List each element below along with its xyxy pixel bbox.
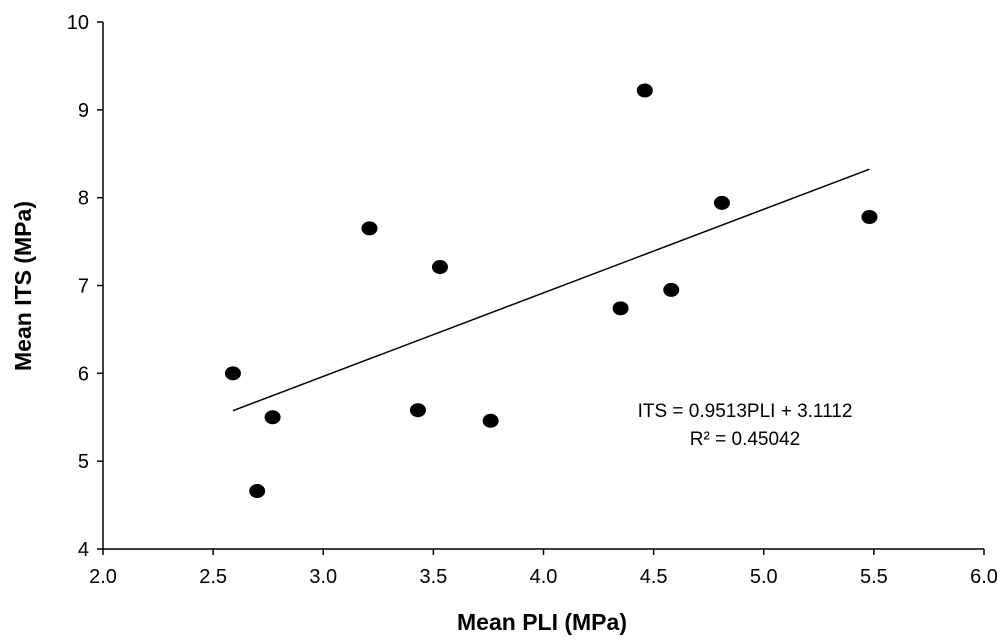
data-point: [249, 484, 266, 499]
y-tick-label: 9: [78, 100, 89, 122]
x-tick-label: 4.5: [640, 566, 668, 588]
data-point: [361, 221, 378, 236]
axes: [97, 21, 985, 555]
data-point: [713, 195, 730, 210]
x-axis-title: Mean PLI (MPa): [457, 609, 627, 635]
data-point: [636, 83, 653, 98]
r-squared-label: R² = 0.45042: [690, 429, 800, 450]
x-tick-label: 3.5: [419, 566, 447, 588]
x-tick-label: 2.0: [89, 566, 117, 588]
data-point: [861, 209, 878, 224]
y-tick-label: 8: [78, 188, 89, 210]
y-tick-label: 6: [78, 363, 89, 385]
data-point: [612, 301, 629, 316]
data-points: [224, 83, 878, 499]
y-tick-label: 7: [78, 276, 89, 298]
data-point: [409, 403, 426, 418]
x-tick-label: 5.5: [860, 566, 888, 588]
y-tick-label: 4: [78, 539, 89, 561]
y-tick-label: 5: [78, 451, 89, 473]
data-point: [431, 260, 448, 275]
data-point: [482, 413, 499, 428]
x-tick-label: 4.0: [530, 566, 558, 588]
y-axis-title: Mean ITS (MPa): [10, 201, 36, 371]
data-point: [224, 366, 241, 381]
tick-labels: 2.0 2.5 3.0 3.5 4.0 4.5 5.0 5.5 6.0 4 5 6 7 8 9 10: [67, 12, 998, 588]
data-point: [264, 410, 281, 425]
x-tick-label: 3.0: [309, 566, 337, 588]
trendline: [232, 168, 870, 412]
trendline-equation: ITS = 0.9513PLI + 3.1112: [638, 401, 853, 422]
data-point: [663, 282, 680, 297]
x-tick-label: 2.5: [199, 566, 227, 588]
x-tick-label: 5.0: [750, 566, 778, 588]
y-tick-label: 10: [67, 12, 89, 34]
x-tick-label: 6.0: [970, 566, 998, 588]
trendline-group: [232, 168, 870, 412]
